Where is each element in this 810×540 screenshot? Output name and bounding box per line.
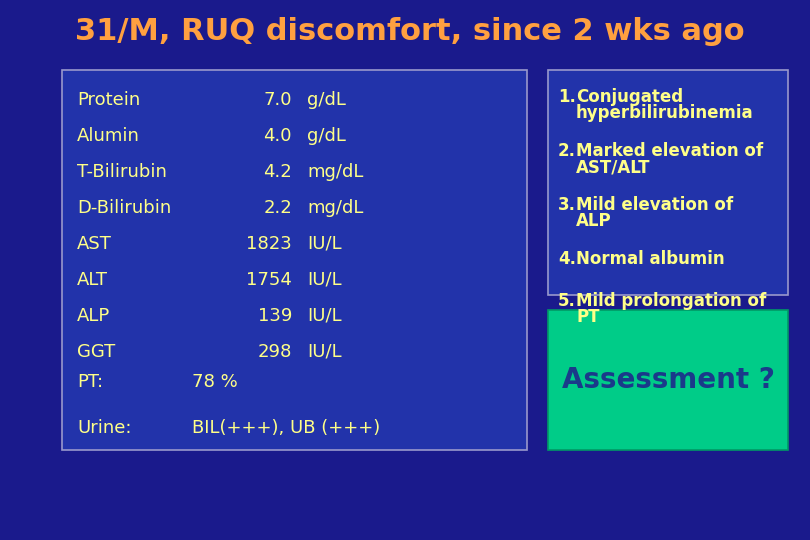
Text: mg/dL: mg/dL	[307, 199, 364, 217]
Text: 1.: 1.	[558, 88, 576, 106]
Text: g/dL: g/dL	[307, 127, 346, 145]
Text: 7.0: 7.0	[263, 91, 292, 109]
Text: GGT: GGT	[77, 343, 115, 361]
Text: 31/M, RUQ discomfort, since 2 wks ago: 31/M, RUQ discomfort, since 2 wks ago	[75, 17, 744, 46]
Text: 4.0: 4.0	[263, 127, 292, 145]
FancyBboxPatch shape	[548, 70, 788, 295]
Text: Urine:: Urine:	[77, 419, 131, 437]
Text: Conjugated: Conjugated	[576, 88, 683, 106]
Text: Assessment ?: Assessment ?	[561, 366, 774, 394]
FancyBboxPatch shape	[548, 310, 788, 450]
FancyBboxPatch shape	[62, 70, 527, 450]
Text: 298: 298	[258, 343, 292, 361]
Text: 4.2: 4.2	[263, 163, 292, 181]
Text: ALP: ALP	[77, 307, 110, 325]
Text: ALT: ALT	[77, 271, 108, 289]
Text: 3.: 3.	[558, 196, 576, 214]
Text: 139: 139	[258, 307, 292, 325]
Text: T-Bilirubin: T-Bilirubin	[77, 163, 167, 181]
Text: mg/dL: mg/dL	[307, 163, 364, 181]
Text: 5.: 5.	[558, 292, 576, 310]
Text: Protein: Protein	[77, 91, 140, 109]
Text: 2.: 2.	[558, 142, 576, 160]
Text: hyperbilirubinemia: hyperbilirubinemia	[576, 104, 753, 122]
Text: 78 %: 78 %	[192, 373, 238, 391]
Text: 1823: 1823	[246, 235, 292, 253]
Text: 2.2: 2.2	[263, 199, 292, 217]
Text: g/dL: g/dL	[307, 91, 346, 109]
Text: ALP: ALP	[576, 212, 612, 230]
Text: IU/L: IU/L	[307, 343, 342, 361]
Text: Marked elevation of: Marked elevation of	[576, 142, 763, 160]
Text: AST/ALT: AST/ALT	[576, 158, 650, 176]
Text: Mild prolongation of: Mild prolongation of	[576, 292, 766, 310]
Text: 1754: 1754	[246, 271, 292, 289]
Text: 4.: 4.	[558, 250, 576, 268]
Text: IU/L: IU/L	[307, 307, 342, 325]
Text: BIL(+++), UB (+++): BIL(+++), UB (+++)	[192, 419, 380, 437]
Text: IU/L: IU/L	[307, 235, 342, 253]
Text: PT: PT	[576, 308, 599, 326]
Text: Alumin: Alumin	[77, 127, 140, 145]
Text: PT:: PT:	[77, 373, 103, 391]
Text: D-Bilirubin: D-Bilirubin	[77, 199, 171, 217]
Text: IU/L: IU/L	[307, 271, 342, 289]
Text: Mild elevation of: Mild elevation of	[576, 196, 733, 214]
Text: AST: AST	[77, 235, 112, 253]
Text: Normal albumin: Normal albumin	[576, 250, 725, 268]
